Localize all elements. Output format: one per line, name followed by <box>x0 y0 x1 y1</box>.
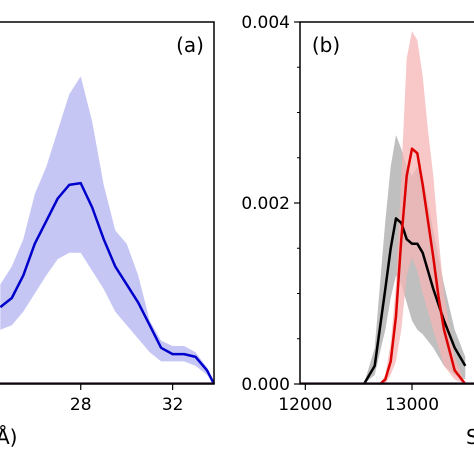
x-tick-label-a-0: 28 <box>70 395 92 415</box>
band-b-1 <box>380 31 466 384</box>
mean-line-a-0 <box>0 181 216 385</box>
x-axis-label-b: S <box>466 425 474 449</box>
x-axis-label-a: Å) <box>0 425 17 449</box>
lines-a <box>0 181 216 385</box>
panel-b: 12000 13000 0.000 0.002 0.004 (b) S <box>241 13 474 449</box>
lines-b <box>300 147 474 385</box>
y-tick-label-b-2: 0.004 <box>241 13 290 33</box>
x-ticks-b: 12000 13000 <box>278 384 439 415</box>
y-tick-label-b-1: 0.002 <box>241 194 290 214</box>
panel-label-a: (a) <box>176 33 204 57</box>
x-tick-label-b-1: 13000 <box>385 395 439 415</box>
mean-line-b-1 <box>379 147 467 385</box>
band-a-0 <box>0 76 214 385</box>
x-tick-label-a-1: 32 <box>162 395 184 415</box>
panel-a: 28 32 (a) Å) <box>0 21 216 449</box>
bands-b <box>364 31 466 384</box>
y-tick-label-b-0: 0.000 <box>241 375 290 395</box>
panel-label-b: (b) <box>312 33 340 57</box>
bands-a <box>0 76 214 385</box>
x-ticks-a: 28 32 <box>70 384 184 415</box>
frame-b <box>299 21 474 385</box>
frame-a <box>0 21 215 385</box>
x-tick-label-b-0: 12000 <box>278 395 332 415</box>
y-ticks-b: 0.000 0.002 0.004 <box>241 13 300 395</box>
